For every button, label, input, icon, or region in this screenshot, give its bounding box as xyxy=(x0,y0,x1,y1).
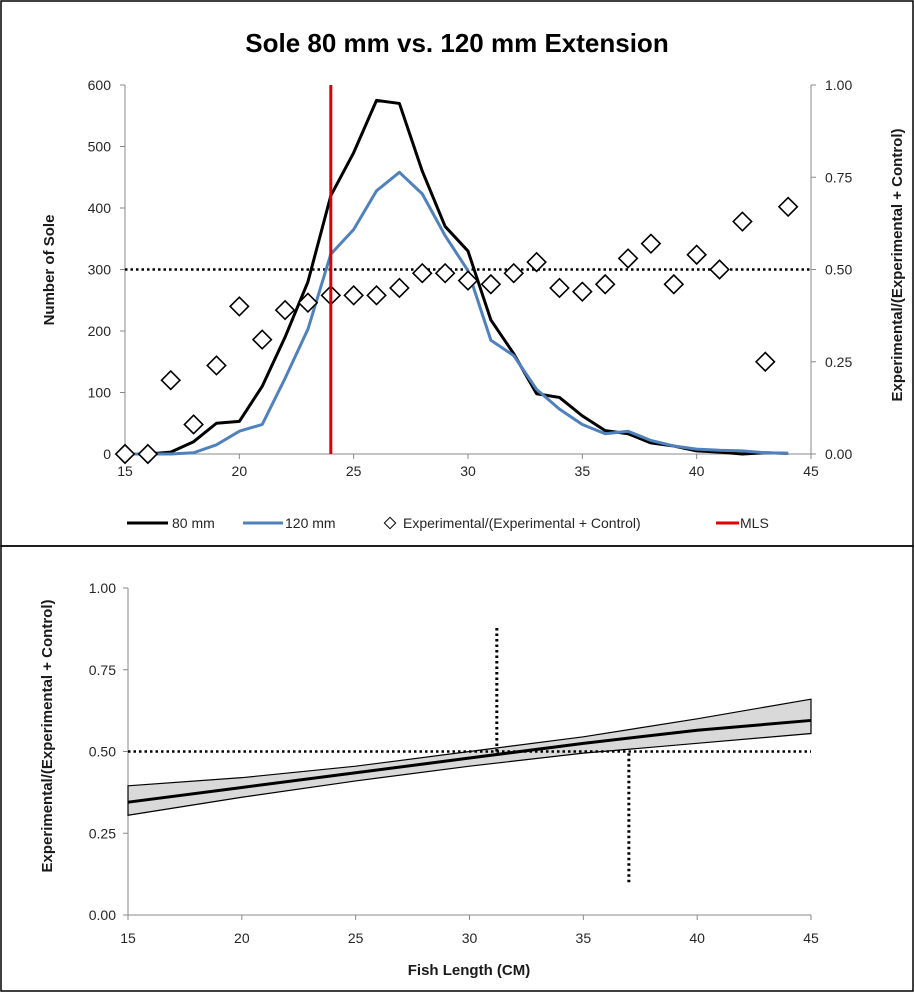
top-y-tick-label: 600 xyxy=(88,77,112,93)
ratio-point xyxy=(411,262,433,284)
top-x-tick-label: 30 xyxy=(460,463,476,479)
legend-label-120mm: 120 mm xyxy=(285,515,336,531)
bottom-y-tick-label: 0.25 xyxy=(89,825,116,841)
ratio-point xyxy=(457,270,479,291)
ratio-point xyxy=(480,273,502,295)
bottom-axis-ticks: 0.00 0.25 0.50 0.75 1.00 15 20 25 30 35 40 45 xyxy=(89,580,819,946)
ratio-point xyxy=(617,248,639,269)
top-x-tick-label: 20 xyxy=(232,463,248,479)
top-y-tick-label: 0 xyxy=(103,446,111,462)
top-x-tick-label: 25 xyxy=(346,463,362,479)
ratio-point xyxy=(366,285,387,306)
ratio-point xyxy=(686,244,707,266)
top-y-tick-label: 500 xyxy=(88,139,112,155)
ratio-point xyxy=(229,296,250,317)
top-plot-area xyxy=(114,85,812,465)
top-y2-tick-label: 1.00 xyxy=(825,77,852,93)
bottom-x-tick-label: 20 xyxy=(234,930,250,946)
bottom-x-tick-label: 25 xyxy=(348,930,364,946)
ratio-point xyxy=(777,196,799,218)
bottom-x-tick-label: 30 xyxy=(462,930,478,946)
ratio-point xyxy=(160,369,182,391)
ratio-point xyxy=(526,251,547,273)
ratio-point xyxy=(640,233,662,254)
top-y2-tick-label: 0.50 xyxy=(825,262,852,278)
bottom-plot-area xyxy=(127,588,812,916)
top-y2-axis-title: Experimental/(Experimental + Control) xyxy=(889,129,906,402)
top-y-tick-label: 100 xyxy=(88,385,112,401)
bottom-x-tick-label: 40 xyxy=(689,930,705,946)
ratio-point xyxy=(114,443,136,465)
ratio-point xyxy=(503,262,525,284)
top-y-axis-title: Number of Sole xyxy=(41,215,58,326)
chart-title: Sole 80 mm vs. 120 mm Extension xyxy=(245,28,668,58)
ratio-point xyxy=(297,292,319,314)
bottom-y-tick-label: 0.00 xyxy=(89,907,116,923)
legend-swatch-ratio xyxy=(383,516,397,530)
ratio-point xyxy=(274,299,296,321)
bottom-y-tick-label: 0.50 xyxy=(89,744,116,760)
ratio-point xyxy=(206,355,227,376)
ratio-point xyxy=(663,273,685,295)
ratio-point xyxy=(389,277,410,299)
bottom-y-tick-label: 1.00 xyxy=(89,580,116,596)
ratio-point xyxy=(183,414,204,435)
ratio-point xyxy=(251,329,273,350)
ratio-point xyxy=(754,351,776,373)
top-y-tick-label: 200 xyxy=(88,323,112,339)
series-line-120mm xyxy=(125,170,789,456)
top-y-tick-label: 400 xyxy=(88,200,112,216)
fit-line xyxy=(127,718,812,804)
top-y2-tick-label: 0.00 xyxy=(825,446,852,462)
top-x-tick-label: 40 xyxy=(689,463,705,479)
top-x-tick-label: 15 xyxy=(117,463,133,479)
bottom-y-axis-title: Experimental/(Experimental + Control) xyxy=(39,600,56,873)
top-y-tick-label: 300 xyxy=(88,262,112,278)
top-panel-frame xyxy=(0,0,914,547)
legend-label-80mm: 80 mm xyxy=(172,515,215,531)
bottom-y-tick-label: 0.75 xyxy=(89,662,116,678)
legend-label-mls: MLS xyxy=(740,515,769,531)
top-y2-tick-label: 0.25 xyxy=(825,354,852,370)
top-x-tick-label: 35 xyxy=(575,463,591,479)
ratio-point xyxy=(434,262,456,284)
ratio-point xyxy=(709,259,730,280)
bottom-panel-frame xyxy=(0,545,914,992)
ratio-point xyxy=(594,273,616,295)
legend: 80 mm 120 mm Experimental/(Experimental … xyxy=(127,515,769,531)
bottom-x-axis-title: Fish Length (CM) xyxy=(408,962,530,979)
top-x-tick-label: 45 xyxy=(803,463,819,479)
bottom-x-tick-label: 15 xyxy=(120,930,136,946)
series-line-80mm xyxy=(125,98,789,456)
ratio-point xyxy=(549,277,570,299)
ratio-point xyxy=(343,285,364,306)
ratio-point xyxy=(137,443,159,465)
top-y2-tick-label: 0.75 xyxy=(825,169,852,185)
bottom-x-tick-label: 45 xyxy=(803,930,819,946)
top-axis-ticks: 0 100 200 300 400 500 600 0.00 0.25 0.50 0.75 1.00 1… xyxy=(88,77,853,479)
ratio-point xyxy=(572,281,593,302)
bottom-x-tick-label: 35 xyxy=(576,930,592,946)
legend-label-ratio: Experimental/(Experimental + Control) xyxy=(403,515,641,531)
ratio-point xyxy=(732,211,753,232)
